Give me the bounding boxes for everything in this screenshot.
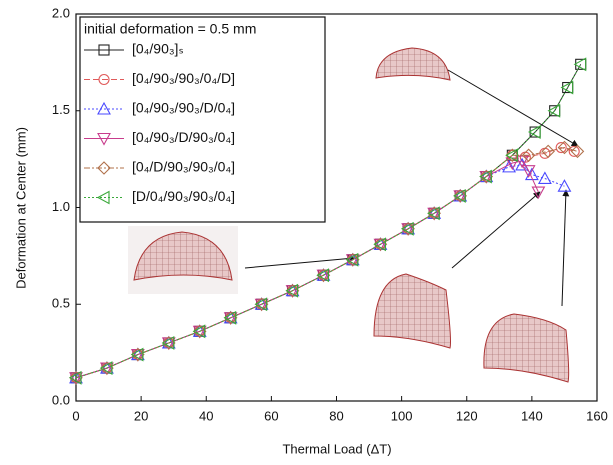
- x-tick-label: 160: [586, 408, 608, 423]
- y-tick-label: 0.5: [52, 296, 70, 311]
- x-tick-label: 120: [456, 408, 478, 423]
- legend-label: [0₄/90₃]ₛ: [132, 41, 184, 57]
- chart: Thermal Load (ΔT) Deformation at Center …: [0, 0, 613, 465]
- legend-title: initial deformation = 0.5 mm: [84, 21, 256, 37]
- arrow: [452, 192, 540, 268]
- arrow: [245, 258, 354, 268]
- y-axis-label: Deformation at Center (mm): [13, 127, 28, 289]
- x-tick-label: 60: [264, 408, 278, 423]
- x-tick-label: 0: [72, 408, 79, 423]
- x-tick-label: 140: [521, 408, 543, 423]
- y-tick-label: 1.5: [52, 102, 70, 117]
- x-axis-label: Thermal Load (ΔT): [282, 441, 391, 456]
- legend-label: [0₄/D/90₃/90₃/0₄]: [132, 159, 235, 175]
- arrow: [448, 70, 578, 146]
- x-tick-label: 20: [134, 408, 148, 423]
- marker: [539, 172, 551, 183]
- inset-shell: [484, 314, 569, 382]
- inset-shell: [376, 48, 450, 80]
- legend-label: [0₄/90₃/90₃/D/0₄]: [132, 100, 235, 116]
- x-tick-label: 40: [199, 408, 213, 423]
- arrow: [562, 190, 566, 306]
- legend-label: [0₄/90₃/90₃/0₄/D]: [132, 70, 235, 86]
- x-tick-label: 80: [329, 408, 343, 423]
- x-tick-label: 100: [391, 408, 413, 423]
- y-tick-label: 2.0: [52, 5, 70, 20]
- legend-label: [0₄/90₃/D/90₃/0₄]: [132, 129, 235, 145]
- legend: initial deformation = 0.5 mm [0₄/90₃]ₛ [0₄…: [80, 17, 325, 222]
- y-tick-label: 1.0: [52, 199, 70, 214]
- legend-label: [D/0₄/90₃/90₃/0₄]: [132, 188, 235, 204]
- inset-shell: [374, 274, 451, 348]
- y-tick-label: 0.0: [52, 392, 70, 407]
